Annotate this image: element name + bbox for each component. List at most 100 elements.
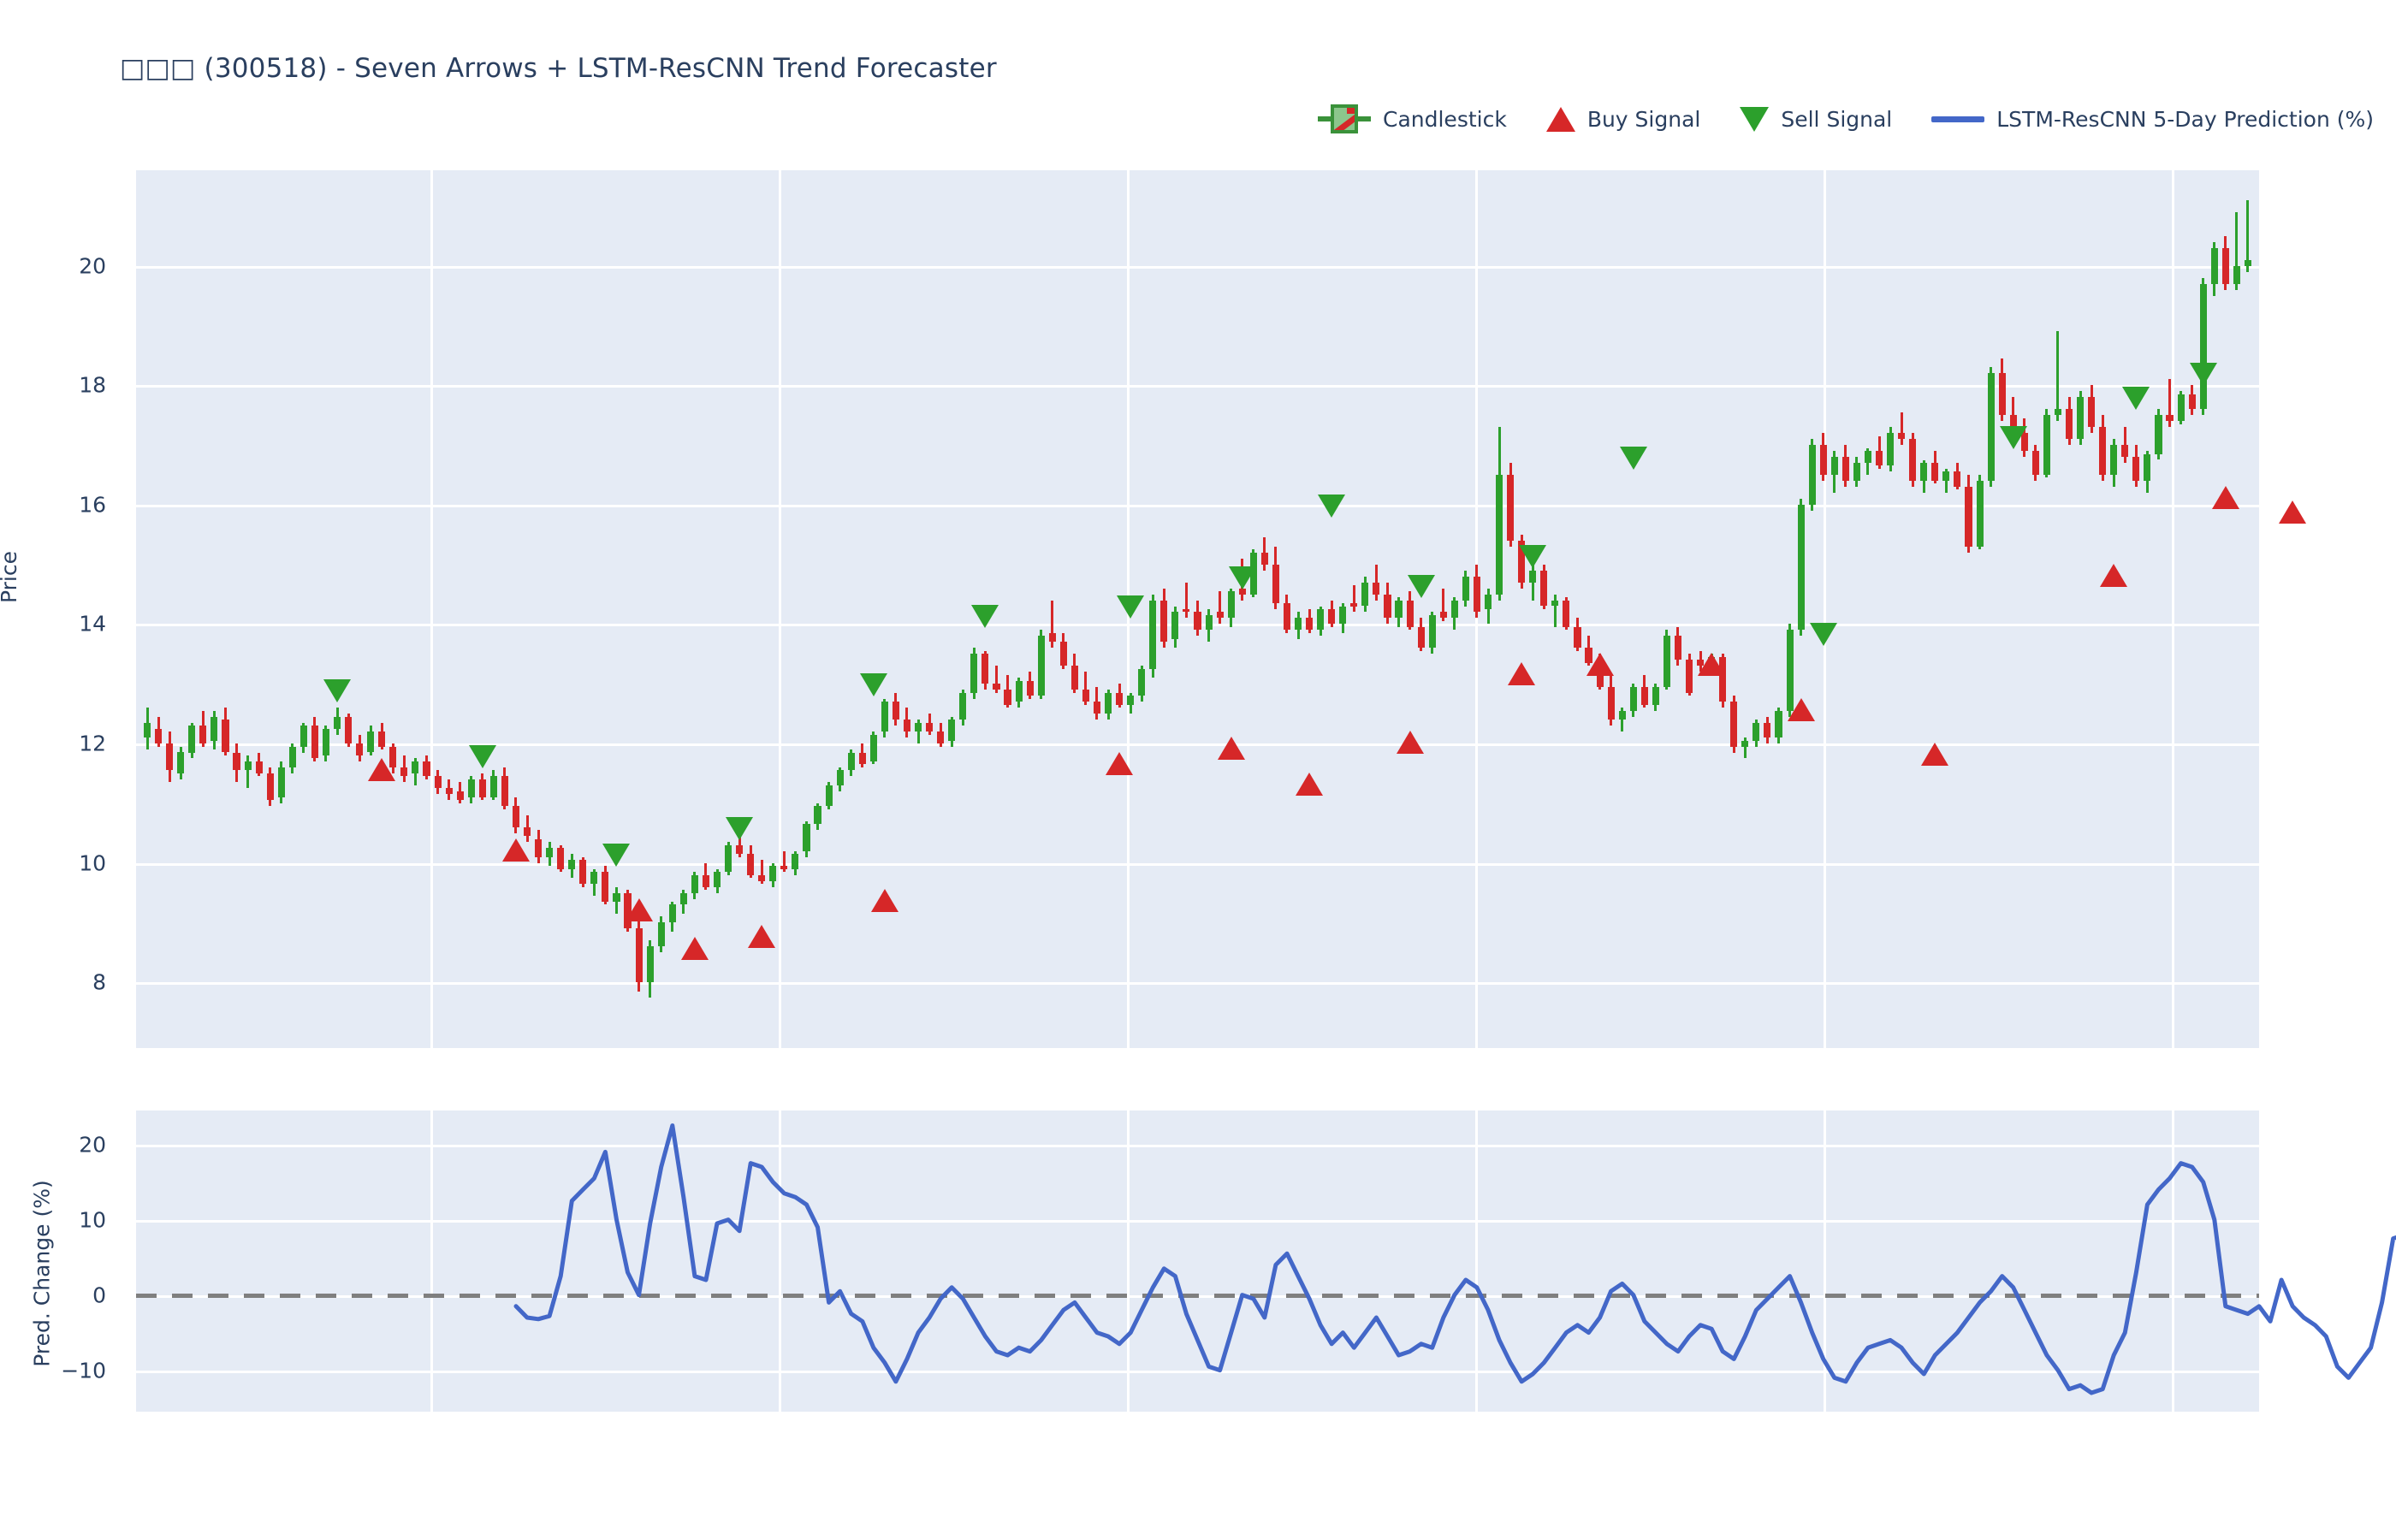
candlestick (2009, 397, 2017, 440)
candlestick (1551, 594, 1559, 627)
candlestick (1875, 435, 1883, 469)
candlestick (1361, 576, 1369, 613)
candlestick (1764, 716, 1771, 744)
candle-body (1205, 614, 1213, 631)
candlestick (1841, 445, 1849, 487)
candlestick (881, 698, 888, 738)
candle-body (1439, 612, 1447, 619)
candle-body (389, 746, 397, 767)
vertical-gridline (430, 1111, 433, 1412)
candle-body (2166, 415, 2174, 422)
candle-body (557, 848, 565, 869)
candlestick (1205, 609, 1213, 643)
candlestick (2244, 199, 2251, 272)
price-tick-label: 20 (79, 253, 106, 279)
candle-body (814, 806, 821, 825)
candle-body (1138, 668, 1146, 696)
sell-signal-marker (2189, 363, 2217, 387)
candle-body (266, 773, 274, 801)
candle-body (1037, 636, 1045, 696)
price-gridline (136, 385, 2259, 388)
candle-body (1450, 600, 1458, 619)
prediction-gridline (136, 1144, 2259, 1147)
candlestick (1652, 684, 1659, 711)
prediction-gridline (136, 1370, 2259, 1373)
candle-body (2210, 247, 2218, 284)
candlestick (970, 648, 978, 699)
candlestick (1417, 618, 1425, 651)
candle-body (1730, 702, 1738, 747)
candle-body (1093, 702, 1101, 714)
candlestick (2054, 331, 2061, 422)
candlestick (702, 862, 709, 891)
candlestick (1618, 708, 1626, 732)
candlestick (1384, 582, 1391, 625)
candlestick (713, 868, 721, 893)
candle-body (2221, 247, 2229, 284)
candle-body (478, 779, 486, 797)
candle-body (602, 872, 609, 902)
candlestick (869, 732, 877, 765)
candle-body (1618, 710, 1626, 720)
candlestick (367, 726, 375, 755)
candle-body (1194, 612, 1201, 631)
candlestick (1116, 684, 1124, 708)
price-gridline (136, 265, 2259, 269)
candlestick (1529, 564, 1537, 601)
buy-signal-marker (748, 924, 776, 948)
candlestick (1306, 609, 1314, 633)
candle-body (792, 854, 799, 869)
candle-body (1216, 612, 1224, 619)
candlestick (1450, 597, 1458, 631)
price-tick-label: 10 (79, 850, 106, 876)
candlestick (937, 722, 945, 747)
candle-body (1753, 722, 1760, 741)
prediction-line (513, 1123, 2396, 1395)
candlestick (993, 666, 1000, 693)
vertical-gridline (1824, 1111, 1826, 1412)
legend-label-candlestick: Candlestick (1383, 106, 1507, 132)
vertical-gridline (779, 1111, 781, 1412)
candle-body (1384, 594, 1391, 619)
candlestick (1104, 690, 1112, 720)
candle-body (1775, 710, 1782, 738)
vertical-gridline (2172, 1111, 2174, 1412)
price-tick-label: 16 (79, 492, 106, 518)
candlestick (1160, 588, 1168, 649)
candlestick (1920, 459, 1928, 493)
triangle-up-icon (1545, 106, 1575, 132)
candlestick (2144, 451, 2151, 493)
candlestick (1048, 600, 1056, 649)
candlestick (489, 770, 497, 801)
candle-body (668, 904, 676, 923)
candle-body (869, 734, 877, 761)
candle-body (400, 767, 408, 777)
candlestick (1741, 737, 1749, 759)
candle-body (1183, 608, 1190, 613)
candle-body (858, 752, 866, 765)
legend-item-candlestick[interactable]: Candlestick (1318, 104, 1507, 133)
candlestick (1998, 358, 2006, 422)
candlestick (1563, 597, 1570, 631)
candlestick (2155, 409, 2162, 460)
buy-signal-marker (870, 889, 898, 913)
candlestick (1496, 427, 1503, 601)
sell-signal-marker (859, 673, 887, 697)
candlestick (211, 710, 218, 749)
candle-body (177, 752, 185, 773)
candle-body (1350, 603, 1358, 607)
candle-body (144, 722, 151, 738)
candlestick (2166, 379, 2174, 428)
candle-body (1272, 564, 1279, 603)
candle-body (199, 726, 207, 744)
candle-body (1685, 660, 1693, 693)
candle-body (1942, 471, 1950, 481)
legend-item-prediction[interactable]: LSTM-ResCNN 5-Day Prediction (%) (1931, 107, 2374, 132)
candlestick (1640, 674, 1648, 708)
legend-item-buy-signal[interactable]: Buy Signal (1545, 106, 1700, 132)
candlestick (1663, 630, 1670, 690)
legend-item-sell-signal[interactable]: Sell Signal (1740, 106, 1892, 132)
candlestick (2031, 445, 2039, 481)
sell-signal-marker (1999, 425, 2027, 449)
candlestick (199, 710, 207, 747)
